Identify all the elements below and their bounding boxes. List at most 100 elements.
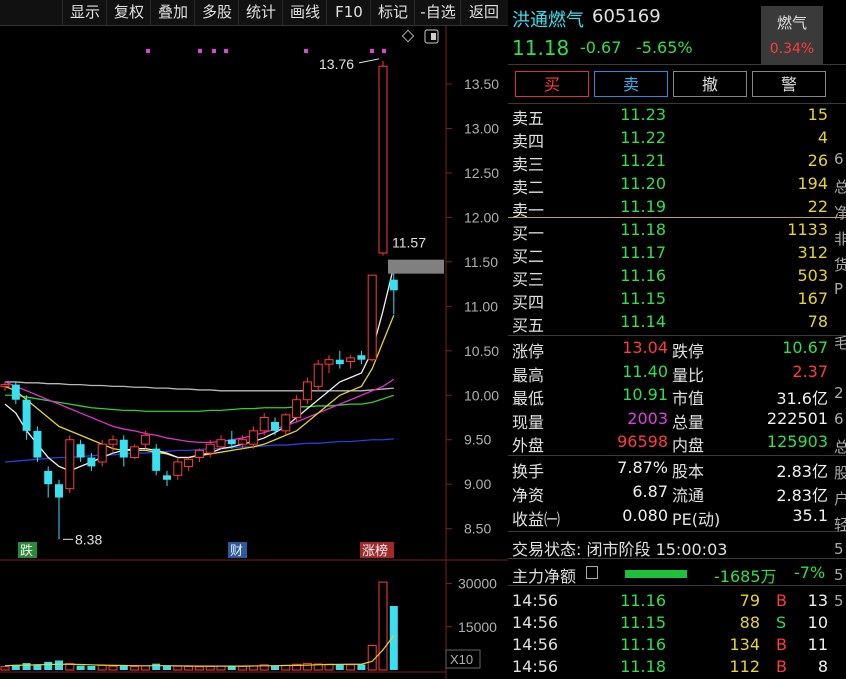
toolbar-item-6[interactable]: F10 <box>326 0 371 25</box>
book-volume: 167 <box>797 289 828 308</box>
ma-green-line <box>5 394 395 412</box>
book-volume: 22 <box>807 197 828 216</box>
candle-body[interactable] <box>378 65 388 254</box>
candle-body[interactable] <box>33 430 42 458</box>
event-marker[interactable] <box>360 542 394 558</box>
candle-body[interactable] <box>55 484 63 498</box>
stat-label: 内盘 <box>672 436 705 455</box>
toolbar-item-4[interactable]: 统计 <box>238 0 283 25</box>
candle-body[interactable] <box>11 384 20 400</box>
candle-body[interactable] <box>87 457 96 467</box>
stock-code: 605169 <box>592 6 661 27</box>
panel-toggle-icon[interactable] <box>424 29 439 44</box>
sell-button[interactable]: 卖 <box>594 71 668 97</box>
candle-body[interactable] <box>76 444 85 458</box>
event-marker[interactable] <box>228 542 247 558</box>
volume-bar <box>346 664 356 671</box>
book-price[interactable]: 11.23 <box>620 105 666 124</box>
candle-body[interactable] <box>205 443 215 454</box>
candle-body[interactable] <box>324 359 334 365</box>
candle-body[interactable] <box>0 384 10 387</box>
high-pointer <box>358 58 380 64</box>
separator <box>508 64 846 65</box>
y-tick-label: 8.50 <box>464 521 491 537</box>
toolbar-item-5[interactable]: 画线 <box>282 0 327 25</box>
event-dot <box>198 49 202 53</box>
candle-body[interactable] <box>130 446 140 459</box>
book-price[interactable]: 11.21 <box>620 151 666 170</box>
book-price[interactable]: 11.14 <box>620 312 666 331</box>
diamond-icon[interactable] <box>401 29 415 43</box>
book-price[interactable]: 11.19 <box>620 197 666 216</box>
candle-body[interactable] <box>292 399 302 419</box>
list-icon[interactable] <box>586 566 598 579</box>
candle-body[interactable] <box>216 439 226 448</box>
tick-count: 13 <box>807 591 828 610</box>
toolbar-item-1[interactable]: 复权 <box>106 0 151 25</box>
candle-body[interactable] <box>65 439 75 490</box>
edge-text: 6 <box>834 150 844 168</box>
tick-side: B <box>776 635 787 654</box>
candle-body[interactable] <box>248 430 258 445</box>
candle-body[interactable] <box>44 470 53 485</box>
candle-body[interactable] <box>152 448 161 471</box>
volume-bar <box>173 665 183 671</box>
book-price[interactable]: 11.18 <box>620 220 666 239</box>
candle-body[interactable] <box>119 439 128 458</box>
toolbar-item-0[interactable]: 显示 <box>62 0 107 25</box>
book-price[interactable]: 11.16 <box>620 266 666 285</box>
book-price[interactable]: 11.15 <box>620 289 666 308</box>
vol-scale-box <box>445 649 481 669</box>
tick-volume: 112 <box>729 657 760 676</box>
stat-label: 涨停 <box>512 342 545 361</box>
book-label: 买二 <box>512 247 545 266</box>
event-marker[interactable] <box>18 542 37 558</box>
candle-body[interactable] <box>108 439 118 445</box>
chart-toolbar: 显示 复权 叠加 多股 统计 画线 F10 标记 -自选 返回 <box>0 0 508 26</box>
candle-body[interactable] <box>281 414 291 432</box>
candle-body[interactable] <box>335 359 344 365</box>
volume-bar <box>33 664 42 670</box>
separator <box>508 217 846 218</box>
volume-bar <box>152 663 161 670</box>
book-price[interactable]: 11.17 <box>620 243 666 262</box>
book-volume: 15 <box>807 105 828 124</box>
candle-body[interactable] <box>389 279 398 291</box>
candle-body[interactable] <box>346 357 356 362</box>
candle-body[interactable] <box>238 439 248 445</box>
candle-body[interactable] <box>97 443 107 463</box>
toolbar-item-9[interactable]: 返回 <box>460 0 507 25</box>
candle-body[interactable] <box>259 417 269 432</box>
toolbar-item-2[interactable]: 叠加 <box>150 0 195 25</box>
stat-label: 收益㈠ <box>512 510 561 529</box>
candle-body[interactable] <box>163 475 171 480</box>
edge-text: 总 <box>834 178 846 196</box>
tick-count: 8 <box>817 657 828 676</box>
candle-body[interactable] <box>271 421 279 431</box>
alert-button[interactable]: 警 <box>752 71 826 97</box>
candle-body[interactable] <box>194 449 204 459</box>
candle-body[interactable] <box>367 274 377 361</box>
volume-bar <box>292 663 302 671</box>
book-price[interactable]: 11.20 <box>620 174 666 193</box>
candle-body[interactable] <box>227 439 236 445</box>
stat-label: 总量 <box>672 412 705 432</box>
book-price[interactable]: 11.22 <box>620 128 666 147</box>
buy-button[interactable]: 买 <box>515 71 589 97</box>
sector-name: 燃气 <box>776 14 807 32</box>
candle-body[interactable] <box>184 458 194 467</box>
kline-chart[interactable]: 13.50 13.00 12.50 12.00 11.50 11.00 10.50 10.00… <box>0 26 508 679</box>
toolbar-item-8[interactable]: -自选 <box>414 0 461 25</box>
candle-body[interactable] <box>140 434 150 445</box>
candle-body[interactable] <box>302 381 312 401</box>
candle-body[interactable] <box>357 355 366 360</box>
volume-bar <box>238 666 248 671</box>
cancel-button[interactable]: 撤 <box>673 71 747 97</box>
toolbar-item-7[interactable]: 标记 <box>370 0 415 25</box>
candle-body[interactable] <box>22 399 31 431</box>
sector-badge[interactable]: 燃气 0.34% <box>761 6 823 64</box>
candle-body[interactable] <box>313 363 323 387</box>
tick-time: 14:56 <box>512 591 559 610</box>
candle-body[interactable] <box>173 461 183 476</box>
toolbar-item-3[interactable]: 多股 <box>194 0 239 25</box>
